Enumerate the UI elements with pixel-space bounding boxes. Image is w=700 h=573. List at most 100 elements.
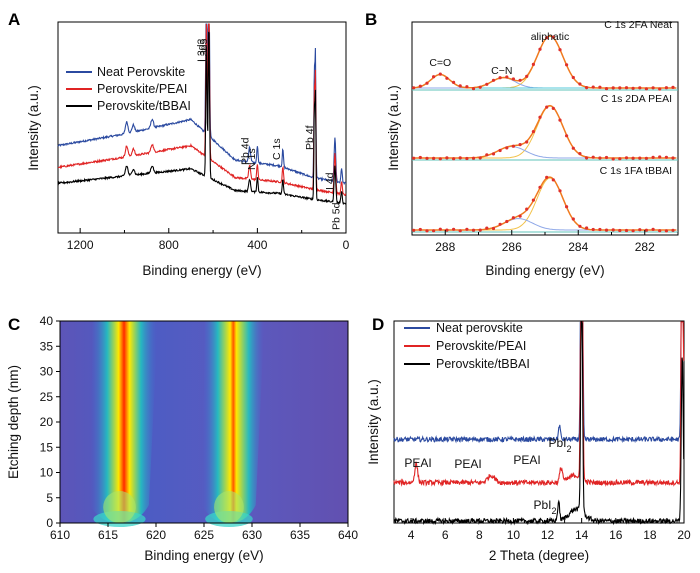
panel-b-data-point: [518, 214, 522, 218]
panel-d-peak-annotation: PEAI: [454, 457, 481, 471]
panel-d-x-tick-label: 16: [609, 528, 623, 542]
panel-c-y-tick-label: 10: [40, 466, 54, 480]
panel-b-data-point: [651, 86, 655, 90]
panel-b-data-point: [578, 82, 582, 86]
panel-d-series-0: [393, 321, 685, 444]
panel-b-data-point: [598, 227, 602, 232]
panel-d-peak-annotation: PEAI: [404, 456, 431, 470]
panel-b-x-tick-label: 284: [568, 240, 588, 254]
panel-b-data-point: [432, 75, 436, 79]
panel-b-data-point: [471, 228, 476, 232]
panel-b-data-point: [651, 227, 655, 231]
panel-b-data-point: [658, 229, 662, 233]
panel-d-peak-annotation: PbI2: [548, 436, 571, 454]
panel-d-peak-annotation: PbI2: [533, 498, 556, 516]
panel-b-data-point: [418, 227, 422, 232]
panel-b-data-point: [425, 81, 429, 85]
panel-b-data-point: [658, 87, 662, 91]
panel-c-x-tick-label: 635: [290, 528, 310, 542]
panel-b-data-point: [585, 156, 589, 160]
panel-b-data-point: [671, 228, 675, 232]
panel-b-data-point: [452, 157, 456, 161]
panel-b-component-fit: [412, 77, 677, 89]
panel-b-data-point: [618, 228, 622, 233]
panel-a-peak-annotation: Pb 4d: [239, 137, 251, 165]
panel-b-data-point: [618, 86, 622, 90]
panel-d-legend-label: Perovskite/PEAI: [436, 339, 526, 353]
panel-a-series-0: [57, 23, 346, 186]
panel-b-data-point: [438, 227, 442, 231]
panel-c-y-tick-label: 30: [40, 365, 54, 379]
panel-d-series-1: [393, 321, 685, 487]
panel-b-data-point: [412, 228, 416, 232]
panel-a-x-tick-label: 800: [159, 238, 179, 252]
panel-b-data-point: [644, 87, 649, 91]
panel-b-data-point: [425, 156, 429, 160]
panel-d-xrd-patterns: 4 6 8 10 12 14 16 18 20 PbI2 PEAI PEAI PEAI PbI2 Nea…: [366, 320, 691, 563]
panel-label-a: A: [8, 10, 20, 29]
panel-b-data-point: [458, 84, 462, 88]
panel-b-data-point: [551, 106, 555, 110]
panel-b-data-point: [445, 76, 449, 80]
panel-b-data-point: [445, 228, 449, 232]
panel-b-data-point: [565, 205, 569, 209]
panel-a-frame: [57, 21, 347, 234]
panel-c-y-tick-label: 15: [40, 440, 54, 454]
panel-c-x-tick-label: 610: [50, 528, 70, 542]
panel-b-data-point: [478, 85, 482, 89]
panel-b-data-point: [558, 48, 562, 52]
panel-c-y-tick-label: 40: [40, 314, 54, 328]
panel-b-data-point: [631, 229, 635, 233]
panel-b-subplot-label: C 1s 2DA PEAI: [601, 93, 672, 105]
panel-a-peak-annotation: I 3d5: [198, 38, 210, 62]
panel-b-data-point: [565, 63, 569, 67]
panel-b-data-point: [452, 80, 456, 84]
panel-b-frame: [411, 21, 679, 236]
panel-b-component-fit: [412, 35, 677, 89]
panel-b-data-point: [658, 155, 662, 159]
panel-b-data-point: [631, 86, 635, 90]
panel-b-data-point: [638, 156, 642, 160]
panel-a-legend: Neat Perovskite Perovskite/PEAI Perovskite…: [66, 65, 191, 113]
panel-b-data-point: [418, 155, 422, 160]
panel-b-data-point: [412, 86, 416, 90]
panel-b-subplot-label: C 1s 1FA tBBAI: [600, 165, 672, 177]
panel-b-data-point: [558, 118, 562, 122]
panel-b-data-point: [505, 75, 509, 79]
panel-b-data-point: [412, 156, 416, 160]
panel-b-data-point: [571, 146, 575, 150]
panel-b-data-point: [498, 76, 502, 80]
panel-b-data-point: [638, 86, 642, 90]
panel-b-data-point: [624, 156, 629, 160]
panel-d-legend-label: Neat perovskite: [436, 321, 523, 335]
panel-b-envelope-fit: [412, 104, 677, 159]
panel-b-data-point: [438, 72, 442, 76]
panel-b-data-point: [498, 222, 502, 226]
panel-b-data-point: [491, 152, 496, 156]
panel-d-x-tick-label: 14: [575, 528, 589, 542]
panel-b-data-point: [545, 105, 549, 109]
panel-label-b: B: [365, 10, 377, 29]
panel-c-depth-heatmap: 610 615 620 625 630 635 640 0 5 10 15 20 25 30 35 40 Bi…: [6, 314, 358, 563]
panel-b-c1s-spectra: C 1s 2FA Neat C 1s 2DA PEAI C 1s 1FA tBBAI…: [386, 19, 679, 278]
panel-b-component-fit: [412, 177, 677, 231]
panel-b-data-point: [511, 144, 515, 148]
panel-c-y-tick-label: 20: [40, 415, 54, 429]
panel-a-x-tick-label: 0: [343, 238, 350, 252]
panel-c-y-tick-label: 5: [46, 491, 53, 505]
panel-b-data-point: [671, 85, 675, 89]
panel-b-component-annotation: aliphatic: [531, 31, 570, 43]
panel-a-peak-annotation: N 1s: [246, 148, 258, 170]
panel-b-data-point: [525, 207, 529, 211]
panel-b-data-point: [432, 156, 436, 160]
panel-b-data-point: [445, 156, 449, 160]
panel-b-data-point: [498, 148, 502, 153]
panel-c-y-tick-label: 0: [46, 516, 53, 530]
panel-d-peak-annotation: PEAI: [513, 453, 540, 467]
panel-b-data-point: [604, 155, 609, 160]
panel-c-y-tick-label: 35: [40, 339, 54, 353]
panel-c-y-tick-label: 25: [40, 390, 54, 404]
panel-b-component-annotation: C−N: [491, 65, 512, 77]
panel-b-data-point: [465, 227, 469, 231]
